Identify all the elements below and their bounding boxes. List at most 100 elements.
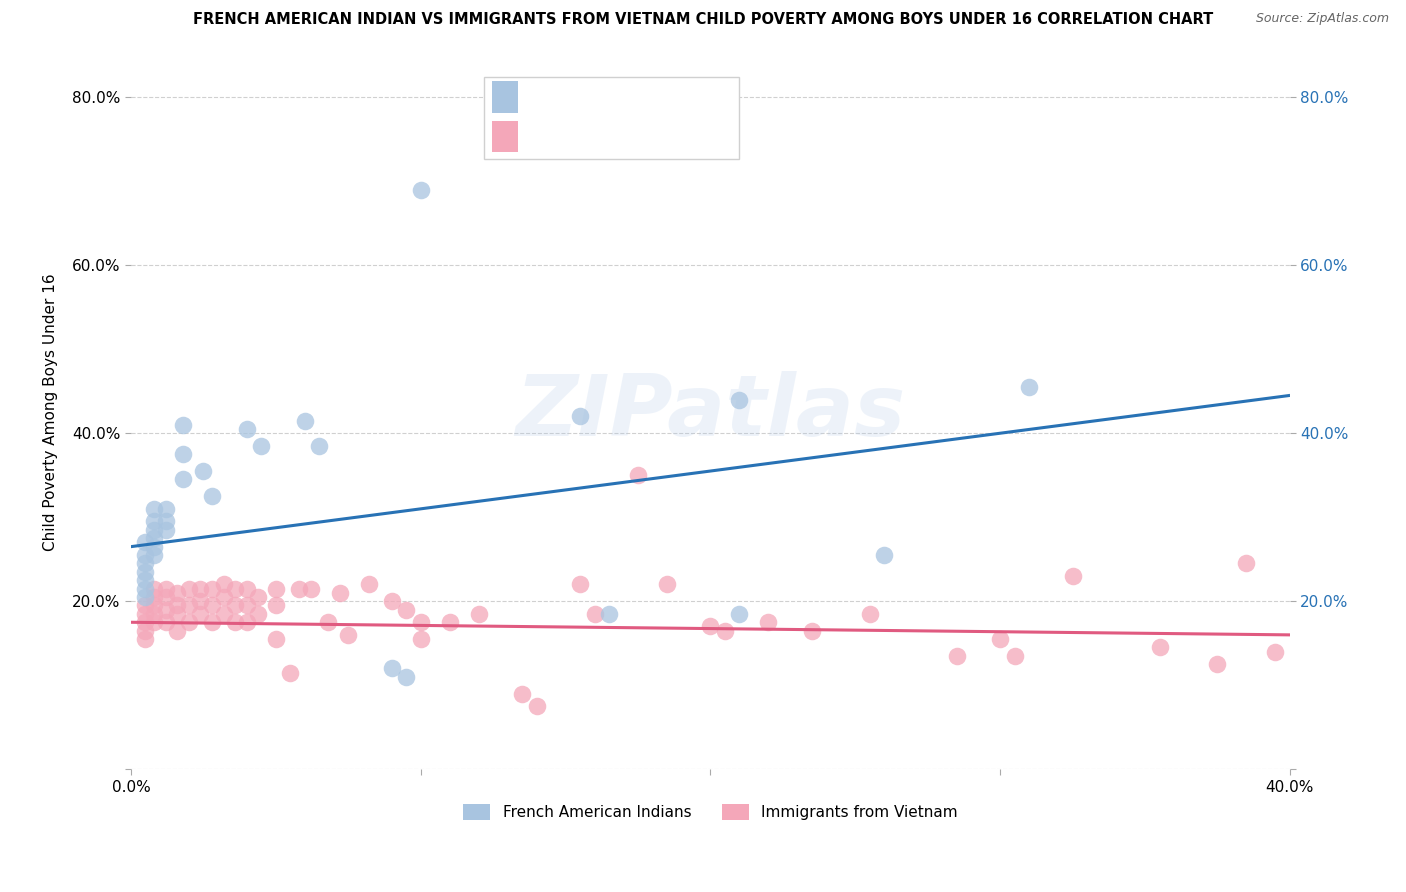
Point xyxy=(155,515,177,529)
Y-axis label: Child Poverty Among Boys Under 16: Child Poverty Among Boys Under 16 xyxy=(44,274,58,551)
Point xyxy=(439,615,461,630)
Point xyxy=(155,590,177,604)
Point xyxy=(264,582,287,596)
Point xyxy=(264,632,287,646)
Point xyxy=(143,590,166,604)
Point xyxy=(143,548,166,562)
Point xyxy=(134,632,156,646)
Point xyxy=(583,607,606,621)
Point xyxy=(134,582,156,596)
Point xyxy=(1206,657,1229,672)
Point xyxy=(193,464,215,478)
Point xyxy=(155,582,177,596)
Point xyxy=(212,590,235,604)
Point xyxy=(598,607,620,621)
Point xyxy=(201,582,224,596)
Point xyxy=(395,670,418,684)
Point xyxy=(627,468,650,483)
Point xyxy=(510,687,533,701)
Point xyxy=(190,607,212,621)
Point xyxy=(143,531,166,545)
Point xyxy=(155,615,177,630)
Point xyxy=(357,577,380,591)
Point xyxy=(381,661,404,675)
Point xyxy=(278,665,301,680)
Point xyxy=(143,607,166,621)
Point xyxy=(308,439,330,453)
Point xyxy=(800,624,823,638)
Point xyxy=(1264,645,1286,659)
Text: ZIPatlas: ZIPatlas xyxy=(515,371,905,454)
Point xyxy=(728,607,751,621)
Point xyxy=(873,548,896,562)
Point xyxy=(143,615,166,630)
Point xyxy=(224,615,246,630)
Point xyxy=(264,599,287,613)
Point xyxy=(756,615,779,630)
Point xyxy=(224,599,246,613)
Point xyxy=(316,615,339,630)
Point xyxy=(381,594,404,608)
Point xyxy=(134,535,156,549)
Point xyxy=(236,422,259,436)
Point xyxy=(236,615,259,630)
Point xyxy=(172,472,194,486)
Point xyxy=(236,582,259,596)
Text: FRENCH AMERICAN INDIAN VS IMMIGRANTS FROM VIETNAM CHILD POVERTY AMONG BOYS UNDER: FRENCH AMERICAN INDIAN VS IMMIGRANTS FRO… xyxy=(193,12,1213,27)
Point xyxy=(1149,640,1171,655)
Point xyxy=(409,615,432,630)
Point xyxy=(299,582,322,596)
Point xyxy=(134,557,156,571)
Point xyxy=(409,183,432,197)
Point xyxy=(569,409,592,424)
Point xyxy=(166,599,188,613)
Point xyxy=(134,565,156,579)
Point xyxy=(143,515,166,529)
Point xyxy=(155,523,177,537)
Point xyxy=(134,599,156,613)
Point xyxy=(224,582,246,596)
Point xyxy=(134,548,156,562)
Point xyxy=(988,632,1011,646)
Point xyxy=(1004,648,1026,663)
Point xyxy=(143,599,166,613)
Point xyxy=(190,582,212,596)
Point xyxy=(859,607,882,621)
Point xyxy=(1018,380,1040,394)
Point xyxy=(134,590,156,604)
Point xyxy=(155,602,177,616)
Point xyxy=(201,615,224,630)
Point xyxy=(569,577,592,591)
Point xyxy=(288,582,311,596)
Point xyxy=(337,628,360,642)
Point xyxy=(467,607,489,621)
Point xyxy=(1236,557,1258,571)
Point xyxy=(166,624,188,638)
Legend: French American Indians, Immigrants from Vietnam: French American Indians, Immigrants from… xyxy=(457,797,965,826)
Point xyxy=(395,602,418,616)
Point xyxy=(143,501,166,516)
Point xyxy=(236,599,259,613)
Point xyxy=(177,599,200,613)
Point xyxy=(728,392,751,407)
Point xyxy=(143,523,166,537)
Point xyxy=(134,624,156,638)
Point xyxy=(247,590,270,604)
Point xyxy=(714,624,737,638)
Point xyxy=(172,447,194,461)
Point xyxy=(294,414,316,428)
Point xyxy=(143,540,166,554)
Point xyxy=(655,577,678,591)
Point xyxy=(328,586,350,600)
Point xyxy=(1062,569,1084,583)
Point xyxy=(201,599,224,613)
Point xyxy=(166,586,188,600)
Point xyxy=(409,632,432,646)
Point xyxy=(212,577,235,591)
Point xyxy=(247,607,270,621)
Point xyxy=(134,574,156,588)
Point xyxy=(155,501,177,516)
Point xyxy=(699,619,721,633)
Point xyxy=(177,615,200,630)
Point xyxy=(250,439,273,453)
